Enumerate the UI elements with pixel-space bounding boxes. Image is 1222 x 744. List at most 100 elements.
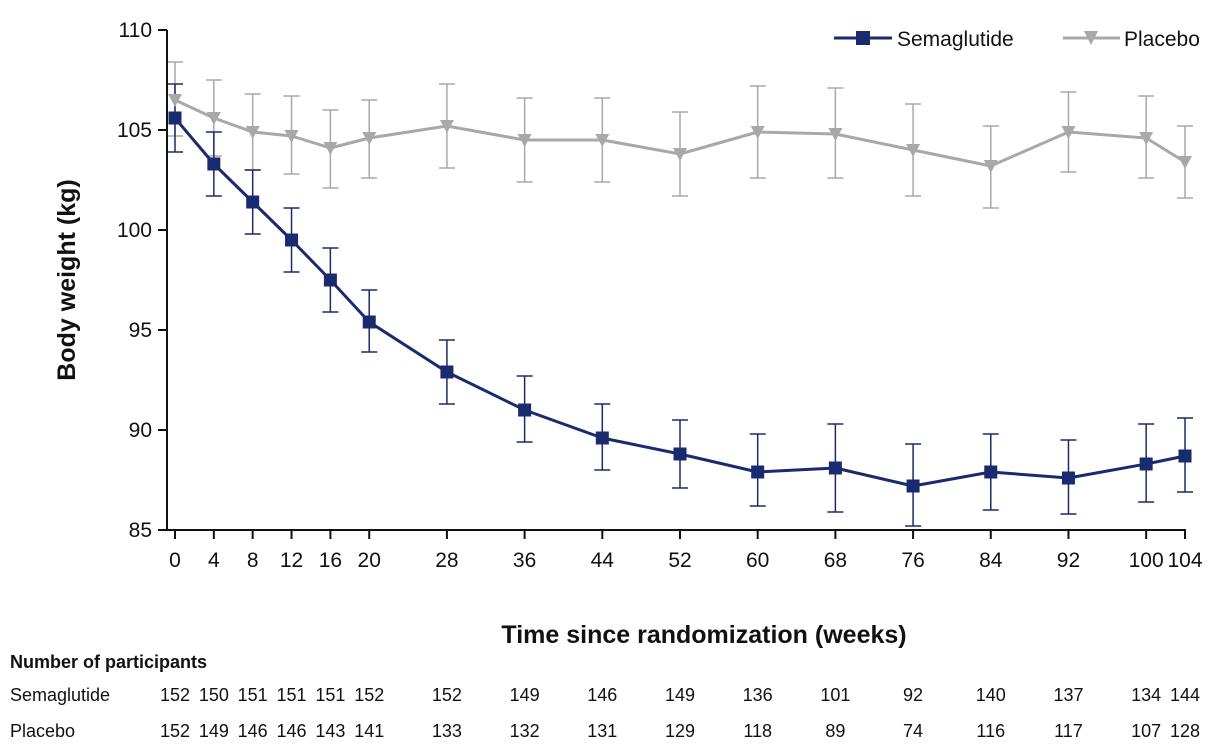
participants-table-title: Number of participants	[10, 652, 207, 672]
participants-placebo-cell-4: 143	[315, 721, 345, 741]
participants-placebo-cell-14: 117	[1054, 721, 1083, 741]
y-axis-ticks: 85 90 95 100 105 110	[117, 19, 167, 542]
y-tick-label-90: 90	[129, 419, 152, 442]
semaglutide-point-9	[673, 447, 687, 461]
participants-placebo-cell-1: 149	[199, 721, 229, 741]
semaglutide-point-7	[518, 403, 532, 417]
semaglutide-point-1	[207, 157, 221, 171]
x-tick-label-20: 20	[358, 549, 381, 572]
participants-placebo-cell-0: 152	[160, 721, 190, 741]
participants-placebo-cell-13: 116	[976, 721, 1005, 741]
participants-placebo-cell-5: 141	[354, 721, 384, 741]
participants-placebo-cell-16: 128	[1170, 721, 1200, 741]
participants-placebo-cell-2: 146	[238, 721, 268, 741]
y-tick-label-85: 85	[129, 519, 152, 542]
participants-semaglutide-cell-9: 149	[665, 685, 695, 705]
x-tick-label-8: 8	[247, 549, 259, 572]
x-tick-label-28: 28	[435, 549, 458, 572]
placebo-point-16	[1178, 156, 1192, 169]
axes	[166, 30, 1186, 531]
participants-semaglutide-cell-0: 152	[160, 685, 190, 705]
participants-placebo-cell-9: 129	[665, 721, 695, 741]
semaglutide-point-8	[595, 431, 609, 445]
participants-placebo-cell-8: 131	[587, 721, 617, 741]
semaglutide-point-6	[440, 365, 454, 379]
participants-placebo-cell-10: 118	[743, 721, 772, 741]
placebo-point-7	[517, 134, 532, 147]
placebo-point-11	[828, 128, 843, 141]
placebo-point-13	[983, 160, 998, 173]
placebo-point-5	[362, 132, 377, 145]
participants-table: Number of participants Semaglutide Place…	[10, 652, 1200, 741]
semaglutide-point-4	[323, 273, 337, 287]
participants-semaglutide-cell-3: 151	[277, 685, 307, 705]
participants-semaglutide-cell-14: 137	[1053, 685, 1083, 705]
legend-placebo-label: Placebo	[1124, 28, 1200, 51]
x-tick-label-84: 84	[979, 549, 1003, 572]
participants-semaglutide-cell-5: 152	[354, 685, 384, 705]
participants-semaglutide-cell-8: 146	[587, 685, 617, 705]
y-axis-title: Body weight (kg)	[53, 179, 81, 380]
legend: Semaglutide Placebo	[834, 28, 1200, 51]
legend-semaglutide-marker	[856, 31, 870, 45]
x-tick-label-0: 0	[169, 549, 181, 572]
semaglutide-point-16	[1178, 449, 1192, 463]
x-tick-label-104: 104	[1167, 549, 1202, 572]
placebo-point-2	[245, 126, 260, 139]
placebo-point-0	[168, 94, 182, 107]
placebo-point-8	[595, 134, 610, 147]
x-tick-label-16: 16	[319, 549, 342, 572]
x-tick-label-60: 60	[746, 549, 769, 572]
participants-semaglutide-cell-10: 136	[743, 685, 773, 705]
participants-table-cells: 152 150 151 151 151 152 152 149 146 149 136 101 92 14…	[160, 685, 1200, 741]
semaglutide-point-15	[1139, 457, 1153, 471]
participants-row-label-placebo: Placebo	[10, 721, 75, 741]
semaglutide-point-0	[168, 111, 182, 125]
participants-semaglutide-cell-15: 134	[1131, 685, 1161, 705]
semaglutide-series	[168, 111, 1192, 493]
semaglutide-point-11	[828, 461, 842, 475]
participants-semaglutide-cell-4: 151	[315, 685, 345, 705]
y-tick-label-100: 100	[117, 219, 152, 242]
placebo-point-10	[750, 126, 765, 139]
x-tick-label-4: 4	[208, 549, 220, 572]
x-axis-title: Time since randomization (weeks)	[501, 621, 906, 649]
participants-semaglutide-cell-13: 140	[976, 685, 1006, 705]
x-tick-label-100: 100	[1129, 549, 1164, 572]
legend-semaglutide-label: Semaglutide	[897, 28, 1014, 51]
participants-placebo-cell-11: 89	[825, 721, 845, 741]
x-tick-label-92: 92	[1057, 549, 1080, 572]
placebo-point-4	[323, 142, 338, 155]
legend-item-semaglutide: Semaglutide	[834, 28, 1014, 51]
legend-item-placebo: Placebo	[1063, 28, 1200, 51]
semaglutide-point-10	[751, 465, 765, 479]
placebo-point-6	[439, 120, 454, 133]
placebo-series	[168, 94, 1192, 173]
placebo-point-12	[906, 144, 921, 157]
placebo-point-14	[1061, 126, 1076, 139]
y-tick-label-110: 110	[119, 19, 152, 42]
x-tick-label-76: 76	[901, 549, 924, 572]
participants-semaglutide-cell-2: 151	[238, 685, 268, 705]
x-tick-label-52: 52	[668, 549, 691, 572]
semaglutide-point-3	[285, 233, 299, 247]
y-tick-label-105: 105	[117, 119, 152, 142]
participants-row-label-semaglutide: Semaglutide	[10, 685, 110, 705]
semaglutide-point-12	[906, 479, 920, 493]
participants-placebo-cell-12: 74	[903, 721, 923, 741]
participants-placebo-cell-6: 133	[432, 721, 462, 741]
x-tick-label-36: 36	[513, 549, 536, 572]
participants-semaglutide-cell-16: 144	[1170, 685, 1200, 705]
participants-placebo-cell-15: 107	[1131, 721, 1161, 741]
participants-placebo-cell-7: 132	[510, 721, 540, 741]
participants-semaglutide-cell-11: 101	[820, 685, 850, 705]
semaglutide-point-5	[362, 315, 376, 329]
x-tick-label-44: 44	[591, 549, 615, 572]
semaglutide-point-14	[1061, 471, 1075, 485]
semaglutide-point-2	[246, 195, 260, 209]
placebo-point-1	[206, 112, 221, 125]
participants-semaglutide-cell-6: 152	[432, 685, 462, 705]
legend-placebo-marker	[1084, 31, 1098, 45]
y-tick-label-95: 95	[129, 319, 152, 342]
